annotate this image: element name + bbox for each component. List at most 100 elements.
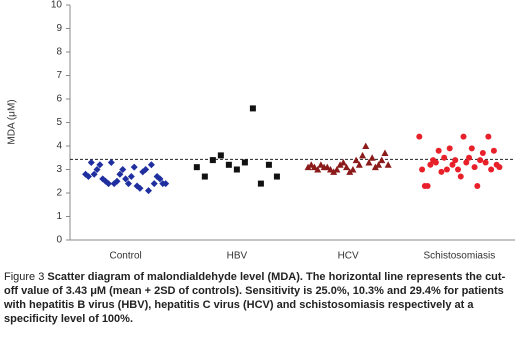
y-tick-label: 3 [56, 164, 62, 175]
x-tick-label: HCV [338, 251, 359, 262]
point [371, 163, 379, 171]
point [249, 105, 256, 112]
point [93, 166, 101, 173]
point [104, 180, 112, 188]
point [435, 147, 442, 154]
point [145, 187, 153, 195]
point [457, 173, 464, 180]
caption-label: Figure 3 [4, 271, 45, 283]
point [209, 157, 216, 164]
point [90, 170, 98, 178]
point [359, 151, 367, 159]
point [124, 180, 132, 188]
y-tick-label: 4 [56, 141, 62, 152]
point [485, 133, 492, 140]
point [355, 161, 363, 168]
y-tick-label: 5 [56, 117, 62, 128]
point [225, 161, 232, 168]
y-tick-label: 8 [56, 47, 62, 58]
point [441, 154, 448, 161]
point [352, 156, 360, 164]
point [349, 166, 357, 173]
point [327, 166, 335, 173]
point [233, 166, 240, 173]
point [419, 166, 426, 173]
point [314, 166, 322, 173]
point [482, 159, 489, 166]
point [241, 159, 248, 166]
point [339, 158, 347, 166]
point [381, 149, 389, 157]
caption: Figure 3 Scatter diagram of malondialdeh… [4, 270, 514, 326]
point [323, 163, 331, 171]
point [362, 142, 370, 149]
point [496, 164, 503, 171]
point [454, 166, 461, 173]
point [466, 154, 473, 161]
point [217, 152, 224, 159]
point [449, 161, 456, 168]
y-tick-label: 0 [56, 235, 62, 246]
y-tick-label: 10 [51, 0, 63, 11]
point [87, 158, 95, 166]
point [438, 168, 445, 175]
point [368, 154, 376, 161]
point [427, 161, 434, 168]
point [346, 168, 354, 175]
point [424, 182, 431, 189]
point [463, 159, 470, 166]
point [365, 158, 373, 166]
y-tick-label: 9 [56, 23, 62, 34]
point [479, 150, 486, 157]
point [384, 161, 392, 168]
point [477, 157, 484, 164]
point [446, 145, 453, 152]
y-tick-label: 1 [56, 211, 62, 222]
point [107, 158, 115, 166]
point [343, 163, 351, 171]
point [122, 175, 130, 183]
point [119, 166, 127, 173]
caption-text: Scatter diagram of malondialdehyde level… [4, 271, 506, 325]
point [317, 161, 325, 168]
x-tick-label: Control [110, 251, 142, 262]
point [136, 184, 144, 192]
point [490, 147, 497, 154]
point [488, 166, 495, 173]
point [127, 173, 135, 181]
point [273, 173, 280, 180]
point [333, 166, 341, 173]
chart: MDA (μM) 0 1 2 3 4 5 6 7 8 9 10 Control HBV HCV Schist… [7, 0, 515, 262]
point [471, 164, 478, 171]
point [307, 161, 315, 168]
point [150, 180, 158, 188]
point [156, 175, 164, 183]
point [460, 133, 467, 140]
point [201, 173, 208, 180]
y-tick-label: 7 [56, 70, 62, 81]
point [265, 161, 272, 168]
y-tick-label: 2 [56, 188, 62, 199]
y-tick-label: 6 [56, 94, 62, 105]
point [375, 161, 383, 168]
point [474, 182, 481, 189]
point [257, 180, 264, 187]
point [96, 161, 104, 169]
point [378, 156, 386, 164]
x-tick-label: HBV [227, 251, 248, 262]
point [84, 173, 92, 181]
point [416, 133, 423, 140]
y-axis-label: MDA (μM) [7, 99, 18, 144]
point [468, 145, 475, 152]
x-tick-label: Schistosomiasis [424, 251, 496, 262]
point [116, 170, 124, 178]
point [147, 161, 155, 169]
point [142, 166, 150, 173]
point [336, 161, 344, 168]
point [310, 163, 318, 171]
point [432, 159, 439, 166]
point [130, 163, 138, 171]
point [304, 163, 312, 171]
point [193, 164, 200, 171]
